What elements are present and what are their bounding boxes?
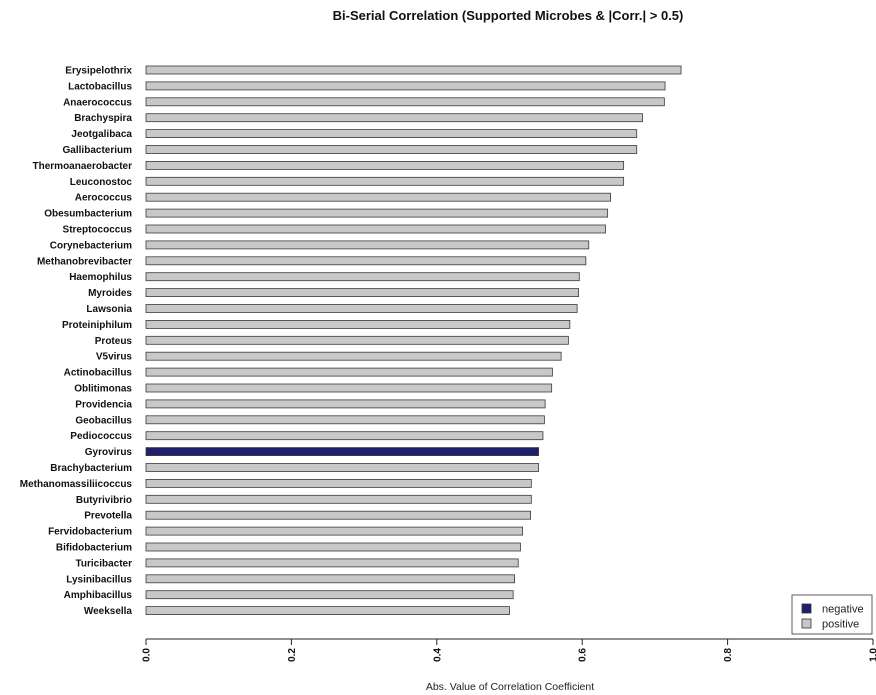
bar-anaerococcus [145, 97, 665, 107]
category-label: Turicibacter [76, 558, 133, 569]
bar-brachyspira [145, 113, 643, 123]
x-axis-title: Abs. Value of Correlation Coefficient [426, 681, 594, 693]
bar-leuconostoc [145, 176, 625, 186]
bar-obesumbacterium [145, 208, 609, 218]
bar-gallibacterium [145, 145, 638, 154]
bar-actinobacillus [145, 367, 553, 377]
bar-oblitimonas [145, 383, 553, 393]
category-label: Amphibacillus [64, 590, 133, 601]
bar-methanobrevibacter [145, 256, 587, 266]
category-label: Bifidobacterium [56, 543, 132, 554]
category-label: Actinobacillus [64, 368, 133, 379]
bar-turicibacter [145, 558, 519, 568]
bar-prevotella [145, 510, 531, 520]
bar-erysipelothrix [145, 65, 682, 75]
bar-providencia [145, 399, 546, 409]
category-label: Erysipelothrix [65, 66, 132, 77]
bar-proteus [145, 335, 569, 345]
category-label: Haemophilus [69, 272, 132, 283]
category-label: Providencia [75, 399, 132, 410]
bar-bifidobacterium [145, 542, 521, 552]
legend: negative positive [791, 594, 873, 635]
legend-swatch-positive [801, 618, 812, 629]
category-label: Myroides [88, 288, 132, 299]
category-label: Fervidobacterium [48, 527, 132, 538]
category-label: Obesumbacterium [44, 209, 132, 220]
category-label: Lawsonia [86, 304, 132, 315]
bar-aerococcus [145, 192, 611, 202]
legend-label-positive: positive [822, 619, 859, 631]
bar-geobacillus [145, 415, 545, 425]
x-tick-label: 0.6 [578, 648, 589, 662]
x-tick-label: 1.0 [869, 648, 876, 662]
bar-pediococcus [145, 431, 544, 441]
category-labels: Erysipelothrix Lactobacillus Anaerococcus B… [20, 66, 133, 618]
category-label: Corynebacterium [50, 240, 132, 251]
category-label: Weeksella [84, 606, 133, 617]
bar-gyrovirus [145, 447, 539, 457]
x-tick-label: 0.0 [142, 648, 153, 662]
legend-swatch-negative [801, 603, 812, 614]
bars-group [145, 65, 682, 615]
category-label: Proteus [95, 336, 133, 347]
bar-lysinibacillus [145, 574, 515, 584]
category-label: Geobacillus [75, 415, 132, 426]
bar-myroides [145, 288, 579, 298]
category-label: Proteiniphilum [62, 320, 132, 331]
x-tick-label: 0.8 [723, 648, 734, 662]
category-label: Pediococcus [70, 431, 132, 442]
bar-amphibacillus [145, 590, 514, 600]
category-label: Aerococcus [75, 193, 133, 204]
bar-lactobacillus [145, 81, 666, 91]
bar-methanomassiliicoccus [145, 478, 532, 488]
category-label: Thermoanaerobacter [33, 161, 133, 172]
bar-fervidobacterium [145, 526, 523, 536]
category-label: Gallibacterium [63, 145, 133, 156]
category-label: Anaerococcus [63, 97, 132, 108]
bar-thermoanaerobacter [145, 160, 625, 170]
bar-brachybacterium [145, 463, 539, 472]
category-label: Prevotella [84, 511, 132, 522]
legend-label-negative: negative [822, 604, 864, 616]
x-axis: 0.0 0.2 0.4 0.6 0.8 1.0 [142, 638, 876, 662]
category-label: Methanomassiliicoccus [20, 479, 133, 490]
x-tick-label: 0.4 [432, 648, 443, 662]
category-label: Methanobrevibacter [37, 256, 132, 267]
bar-v5virus [145, 351, 562, 361]
bar-jeotgalibaca [145, 129, 638, 139]
category-label: Brachyspira [74, 113, 132, 124]
chart-title: Bi-Serial Correlation (Supported Microbe… [333, 8, 684, 23]
category-label: Oblitimonas [74, 384, 132, 395]
category-label: Gyrovirus [85, 447, 133, 458]
bar-corynebacterium [145, 240, 590, 250]
bar-lawsonia [145, 304, 578, 313]
category-label: Leuconostoc [70, 177, 133, 188]
category-label: Brachybacterium [50, 463, 132, 474]
bar-butyrivibrio [145, 494, 532, 504]
category-label: Lactobacillus [68, 81, 132, 92]
category-label: V5virus [96, 352, 133, 363]
category-label: Jeotgalibaca [71, 129, 132, 140]
bar-proteiniphilum [145, 319, 571, 329]
bar-haemophilus [145, 272, 580, 282]
bar-weeksella [145, 606, 510, 615]
category-label: Lysinibacillus [66, 574, 132, 585]
bar-streptococcus [145, 224, 606, 234]
category-label: Butyrivibrio [76, 495, 132, 506]
category-label: Streptococcus [63, 225, 133, 236]
x-tick-label: 0.2 [287, 648, 298, 662]
